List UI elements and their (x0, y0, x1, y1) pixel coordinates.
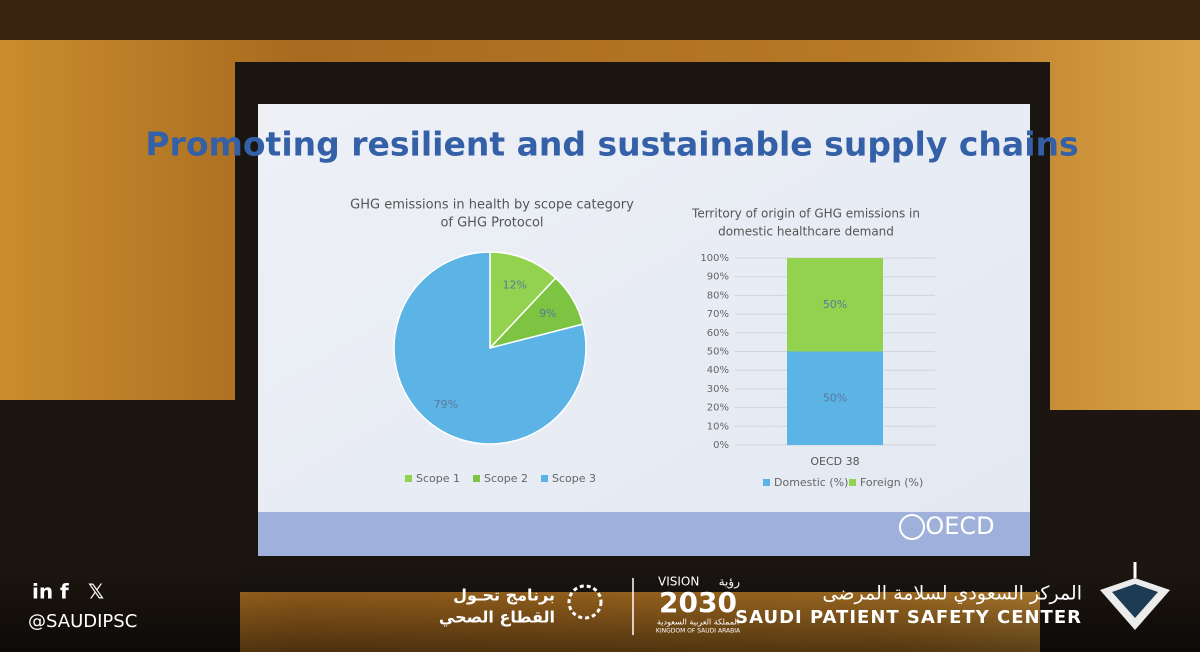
legend-label: Scope 1 (416, 472, 460, 485)
y-tick-label: 10% (707, 421, 729, 432)
ceiling (0, 0, 1200, 40)
y-tick-label: 40% (707, 365, 729, 376)
data-label: 9% (539, 307, 556, 320)
x-tick-label: OECD 38 (810, 455, 859, 468)
program-name: القطاع الصحي (439, 608, 555, 628)
data-label: 50% (823, 391, 847, 404)
footer-shade (0, 565, 1200, 652)
y-tick-label: 20% (707, 403, 729, 414)
legend-swatch (763, 479, 770, 486)
slide-logo: OECD (925, 512, 994, 540)
data-label: 79% (434, 398, 458, 411)
bar-segment (787, 351, 883, 445)
legend-swatch (405, 475, 412, 482)
social-icon: 𝕏 (88, 580, 104, 604)
slide-footer-band (258, 512, 1030, 556)
brand-mark (1100, 562, 1170, 630)
y-tick-label: 80% (707, 290, 729, 301)
social-icon: f (60, 580, 69, 604)
pie-slice (489, 251, 557, 350)
vision-text: المملكة العربية السعودية (657, 618, 739, 627)
legend-swatch (473, 475, 480, 482)
handle: @SAUDIPSC (28, 611, 137, 632)
vision-text: KINGDOM OF SAUDI ARABIA (656, 628, 741, 635)
slide (258, 104, 1030, 556)
slide-title: Promoting resilient and sustainable supp… (145, 125, 1078, 164)
bar-segment (787, 258, 883, 352)
y-tick-label: 70% (707, 309, 729, 320)
center-name-ar: المركز السعودي لسلامة المرضى (823, 583, 1082, 605)
center-name-en: SAUDI PATIENT SAFETY CENTER (735, 607, 1082, 628)
legend-swatch (541, 475, 548, 482)
y-tick-label: 90% (707, 272, 729, 283)
legend-swatch (849, 479, 856, 486)
chart-title: domestic healthcare demand (718, 225, 894, 239)
logo-ring (899, 514, 925, 540)
y-tick-label: 100% (700, 253, 729, 264)
chart-title: of GHG Protocol (440, 216, 543, 231)
legend-label: Domestic (%) (774, 476, 848, 489)
vision-emblem (567, 578, 634, 635)
vision-text: رؤية (719, 575, 741, 590)
y-tick-label: 60% (707, 328, 729, 339)
vision-text: VISION (658, 575, 699, 589)
legend-label: Scope 3 (552, 472, 596, 485)
program-name: برنامج تحـول (453, 586, 555, 605)
data-label: 50% (823, 298, 847, 311)
legend-label: Scope 2 (484, 472, 528, 485)
y-tick-label: 0% (713, 440, 729, 451)
vision-text: 2030 (659, 586, 737, 619)
chart-title: GHG emissions in health by scope categor… (350, 198, 634, 213)
y-tick-label: 50% (707, 347, 729, 358)
pie-slice (393, 251, 587, 445)
legend-label: Foreign (%) (860, 476, 923, 489)
y-tick-label: 30% (707, 384, 729, 395)
chart-title: Territory of origin of GHG emissions in (691, 207, 920, 221)
data-label: 12% (503, 279, 527, 292)
social-icon: in (32, 580, 53, 604)
